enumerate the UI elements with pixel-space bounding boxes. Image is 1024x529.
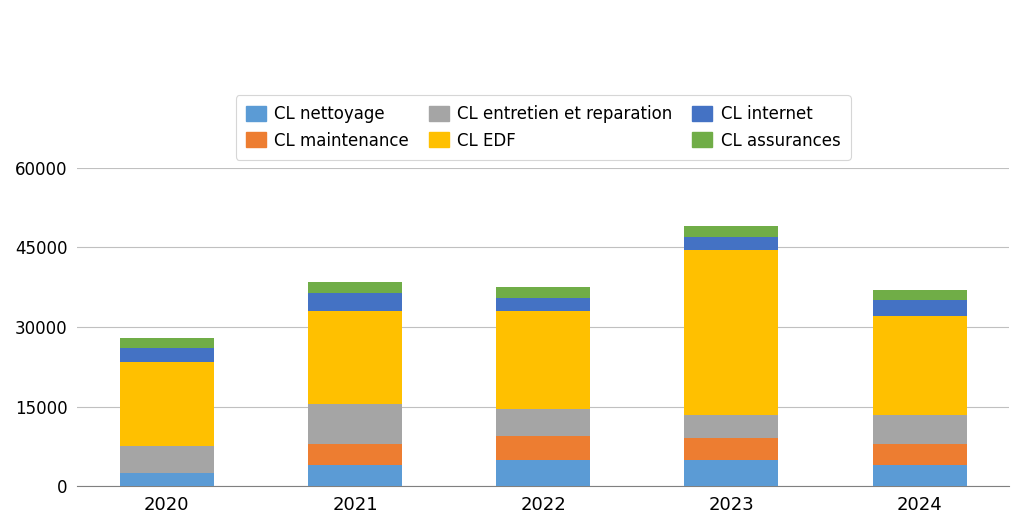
Bar <box>120 473 214 486</box>
Bar <box>684 415 778 439</box>
Bar <box>496 460 590 486</box>
Bar <box>496 436 590 460</box>
Bar <box>308 311 402 404</box>
Bar <box>496 298 590 311</box>
Bar <box>120 446 214 473</box>
Bar <box>120 348 214 361</box>
Bar <box>872 444 967 465</box>
Bar <box>684 237 778 250</box>
Bar <box>496 287 590 298</box>
Bar <box>120 338 214 348</box>
Bar <box>496 311 590 409</box>
Bar <box>308 282 402 293</box>
Legend: CL nettoyage, CL maintenance, CL entretien et reparation, CL EDF, CL internet, C: CL nettoyage, CL maintenance, CL entreti… <box>236 95 851 160</box>
Bar <box>308 293 402 311</box>
Bar <box>308 404 402 444</box>
Bar <box>872 465 967 486</box>
Bar <box>872 300 967 316</box>
Bar <box>308 444 402 465</box>
Bar <box>684 226 778 237</box>
Bar <box>872 290 967 300</box>
Bar <box>872 316 967 415</box>
Bar <box>684 250 778 415</box>
Bar <box>684 439 778 460</box>
Bar <box>684 460 778 486</box>
Bar <box>872 415 967 444</box>
Bar <box>496 409 590 436</box>
Bar <box>120 361 214 446</box>
Bar <box>308 465 402 486</box>
